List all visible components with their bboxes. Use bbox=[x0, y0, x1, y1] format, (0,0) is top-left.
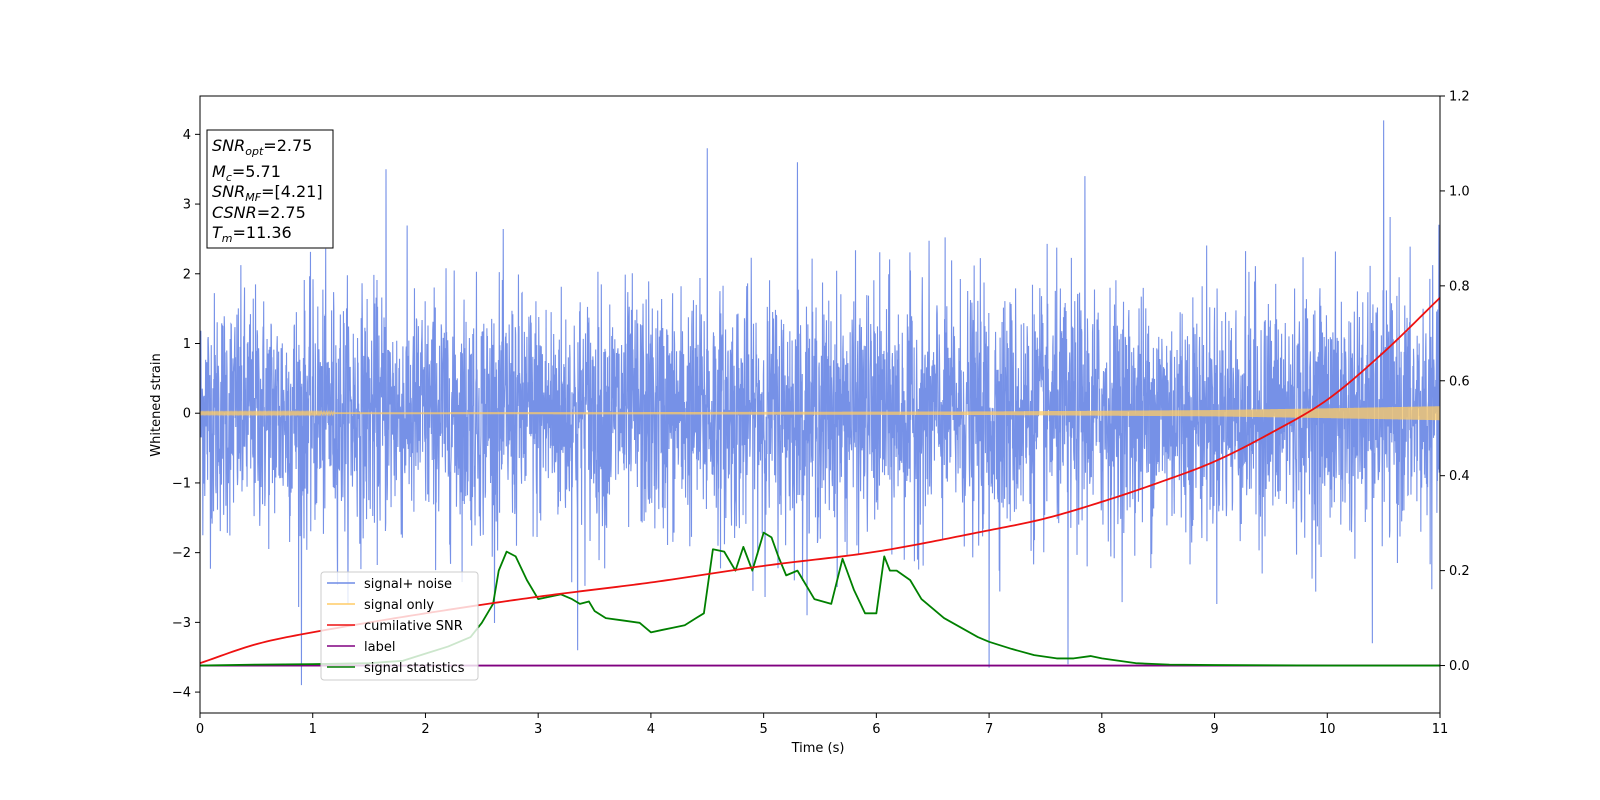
y-left-tick-label: 2 bbox=[183, 267, 191, 282]
signal-statistics-line bbox=[200, 531, 1440, 667]
signal-only-line bbox=[200, 406, 1440, 421]
legend-item-signal-noise: signal+ noise bbox=[327, 577, 452, 592]
x-axis-label: Time (s) bbox=[791, 741, 845, 756]
legend-item-signal-only: signal only bbox=[327, 598, 434, 613]
legend-item-cumulative-snr: cumilative SNR bbox=[327, 619, 463, 634]
stat-mc: Mc=5.71 bbox=[212, 162, 281, 184]
x-axis-ticks: 0 1 2 3 4 5 6 7 8 9 10 11 bbox=[196, 713, 1448, 737]
x-tick-label: 3 bbox=[534, 722, 542, 737]
y-axis-label: Whitened strain bbox=[149, 353, 164, 456]
y-left-tick-label: −1 bbox=[172, 476, 191, 491]
svg-text:signal statistics: signal statistics bbox=[364, 661, 465, 676]
x-tick-label: 5 bbox=[759, 722, 767, 737]
y-right-tick-label: 0.8 bbox=[1449, 279, 1470, 294]
signal-only-series bbox=[200, 406, 1440, 421]
y-axis-right-ticks: 0.0 0.2 0.4 0.6 0.8 1.0 1.2 bbox=[1440, 90, 1470, 674]
y-left-tick-label: −2 bbox=[172, 546, 191, 561]
y-right-tick-label: 0.6 bbox=[1449, 374, 1470, 389]
svg-text:cumilative SNR: cumilative SNR bbox=[364, 619, 463, 634]
legend: signal+ noise signal only cumilative SNR… bbox=[320, 571, 479, 681]
signal-noise-series bbox=[200, 120, 1440, 686]
stat-snr-opt: SNRopt=2.75 bbox=[212, 136, 312, 158]
signal-noise-line bbox=[200, 120, 1440, 686]
legend-item-signal-statistics: signal statistics bbox=[327, 661, 465, 676]
x-tick-label: 11 bbox=[1432, 722, 1449, 737]
y-left-tick-label: 3 bbox=[183, 198, 191, 213]
stat-csnr: CSNR=2.75 bbox=[212, 203, 306, 222]
stat-tm: Tm=11.36 bbox=[212, 223, 292, 245]
y-left-tick-label: 4 bbox=[183, 128, 191, 143]
y-axis-left-ticks: −4 −3 −2 −1 0 1 2 3 4 bbox=[172, 128, 200, 701]
y-left-tick-label: −4 bbox=[172, 686, 191, 701]
y-left-tick-label: −3 bbox=[172, 616, 191, 631]
x-tick-label: 8 bbox=[1098, 722, 1106, 737]
x-tick-label: 0 bbox=[196, 722, 204, 737]
stat-snr-mf: SNRMF=[4.21] bbox=[212, 182, 323, 204]
x-tick-label: 9 bbox=[1210, 722, 1218, 737]
x-tick-label: 4 bbox=[647, 722, 655, 737]
stats-box: SNRopt=2.75 Mc=5.71 SNRMF=[4.21] CSNR=2.… bbox=[206, 129, 334, 249]
y-right-tick-label: 1.0 bbox=[1449, 184, 1470, 199]
x-tick-label: 2 bbox=[421, 722, 429, 737]
svg-text:signal only: signal only bbox=[364, 598, 434, 613]
y-right-tick-label: 0.4 bbox=[1449, 469, 1470, 484]
x-tick-label: 10 bbox=[1319, 722, 1336, 737]
y-left-tick-label: 1 bbox=[183, 337, 191, 352]
y-right-tick-label: 0.0 bbox=[1449, 659, 1470, 674]
x-tick-label: 7 bbox=[985, 722, 993, 737]
plot-frame bbox=[199, 95, 1441, 714]
y-right-tick-label: 0.2 bbox=[1449, 564, 1470, 579]
x-tick-label: 6 bbox=[872, 722, 880, 737]
legend-item-label: label bbox=[327, 640, 395, 655]
x-tick-label: 1 bbox=[309, 722, 317, 737]
svg-text:label: label bbox=[364, 640, 395, 655]
svg-text:signal+ noise: signal+ noise bbox=[364, 577, 452, 592]
y-right-tick-label: 1.2 bbox=[1449, 90, 1470, 105]
y-left-tick-label: 0 bbox=[183, 407, 191, 422]
